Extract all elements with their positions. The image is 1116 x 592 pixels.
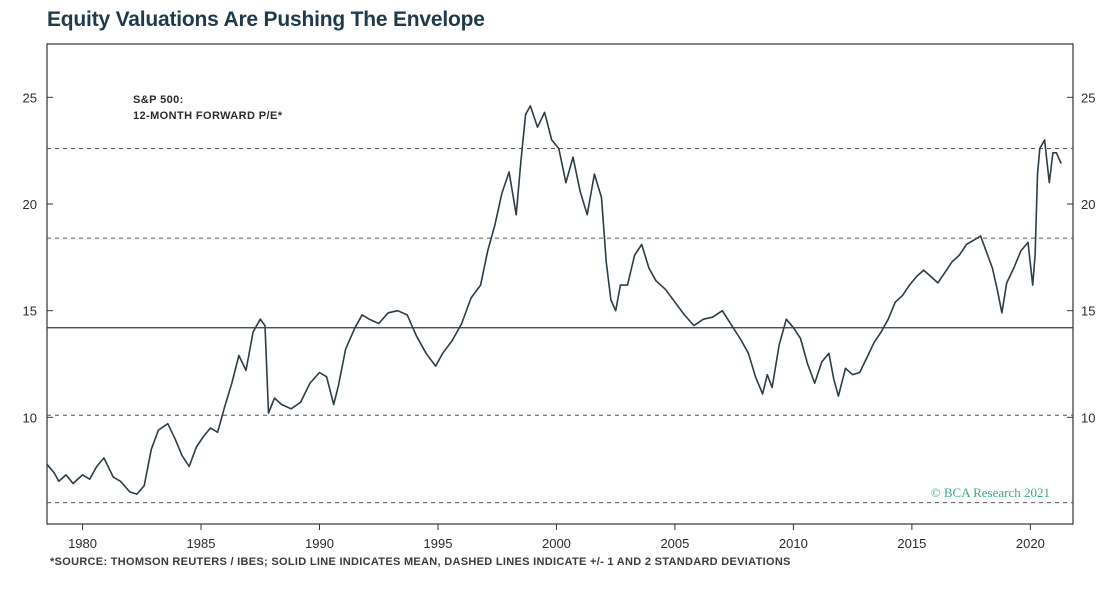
x-axis: 1980 1985 1990 1995 2000 2005 2010 2015 2020 bbox=[68, 524, 1045, 551]
plot-frame bbox=[46, 43, 1074, 525]
y-tick-label-left: 25 bbox=[23, 90, 37, 105]
x-tick-label: 1980 bbox=[68, 536, 97, 551]
y-tick-label-right: 10 bbox=[1081, 410, 1095, 425]
series-label-line-2: 12-MONTH FORWARD P/E* bbox=[133, 110, 283, 122]
x-tick-label: 2020 bbox=[1016, 536, 1045, 551]
y-tick-label-right: 20 bbox=[1081, 197, 1095, 212]
x-tick-label: 1995 bbox=[424, 536, 453, 551]
y-tick-label-right: 25 bbox=[1081, 90, 1095, 105]
chart-title: Equity Valuations Are Pushing The Envelo… bbox=[47, 8, 485, 31]
x-tick-label: 2005 bbox=[660, 536, 689, 551]
bca-watermark: © BCA Research 2021 bbox=[931, 485, 1050, 500]
series-group bbox=[46, 105, 1062, 495]
x-tick-label: 2000 bbox=[542, 536, 571, 551]
y-tick-label-left: 10 bbox=[23, 410, 37, 425]
x-tick-label: 1985 bbox=[187, 536, 216, 551]
y-axis-right: 10 15 20 25 bbox=[1067, 90, 1095, 425]
x-tick-label: 2010 bbox=[779, 536, 808, 551]
source-footnote: *SOURCE: THOMSON REUTERS / IBES; SOLID L… bbox=[50, 556, 791, 568]
x-tick-label: 2015 bbox=[897, 536, 926, 551]
y-axis-left: 10 15 20 25 bbox=[23, 90, 53, 425]
series-label-line-1: S&P 500: bbox=[133, 94, 184, 106]
x-tick-label: 1990 bbox=[305, 536, 334, 551]
series-line-0 bbox=[46, 105, 1062, 495]
y-tick-label-left: 15 bbox=[23, 304, 37, 319]
y-tick-label-right: 15 bbox=[1081, 304, 1095, 319]
reference-lines bbox=[47, 148, 1073, 504]
y-tick-label-left: 20 bbox=[23, 197, 37, 212]
